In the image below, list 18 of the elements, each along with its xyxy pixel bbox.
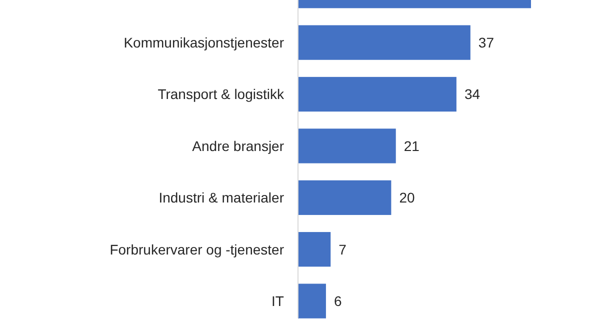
- y-tick-label: Kommunikasjonstjenester: [124, 34, 284, 50]
- data-label: 6: [334, 292, 342, 309]
- bar: [298, 25, 470, 60]
- y-tick-label: Forbrukervarer og -tjenester: [110, 241, 284, 258]
- bar: [298, 128, 396, 164]
- bar: [298, 76, 456, 112]
- y-tick-label: Industri & materialer: [158, 190, 284, 206]
- data-label: 21: [404, 138, 420, 154]
- data-label: 7: [338, 241, 347, 258]
- y-tick-label: Transport & logistikk: [158, 86, 285, 102]
- bar: [298, 232, 331, 267]
- y-tick-label: IT: [272, 292, 284, 309]
- data-label: 20: [399, 190, 415, 206]
- y-tick-label: Andre bransjer: [192, 138, 284, 154]
- data-label: 37: [478, 34, 494, 50]
- bar: [298, 284, 326, 318]
- bar: [298, 180, 392, 215]
- data-label: 34: [464, 86, 480, 102]
